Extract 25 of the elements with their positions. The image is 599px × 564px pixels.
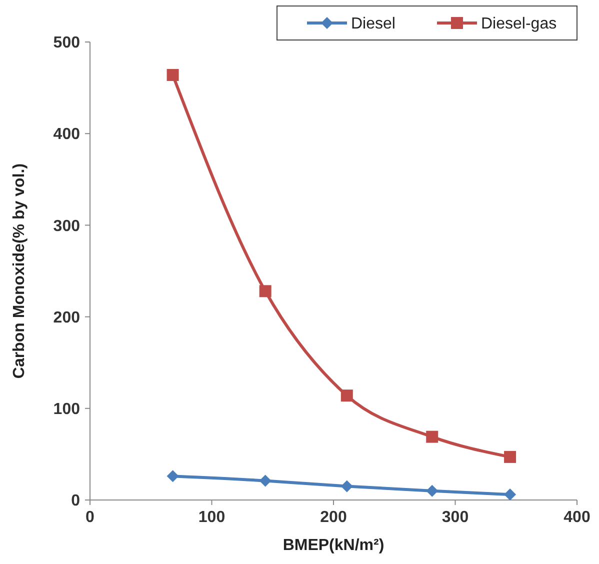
point xyxy=(166,68,179,81)
point xyxy=(340,390,353,402)
point xyxy=(426,484,438,497)
y-tick-label: 300 xyxy=(53,218,80,235)
y-tick-label: 200 xyxy=(53,309,80,326)
point xyxy=(259,474,272,487)
y-axis-title: Carbon Monoxide(% by vol.) xyxy=(11,163,28,379)
x-axis-title: BMEP(kN/m²) xyxy=(282,537,384,554)
point xyxy=(426,430,438,443)
y-tick-label: 0 xyxy=(71,492,80,510)
point xyxy=(166,470,179,482)
y-tick-label: 400 xyxy=(53,126,80,144)
x-tick-label: 400 xyxy=(564,509,590,526)
x-tick-label: 300 xyxy=(442,509,469,526)
y-tick-label: 100 xyxy=(53,401,80,418)
point xyxy=(504,488,516,501)
x-tick-label: 0 xyxy=(86,509,95,526)
point xyxy=(340,480,353,492)
x-tick-label: 200 xyxy=(320,509,347,526)
point xyxy=(504,450,516,463)
legend-label: Diesel xyxy=(351,16,396,33)
point xyxy=(259,285,272,298)
y-tick-label: 500 xyxy=(53,34,80,52)
legend-label: Diesel-gas xyxy=(481,16,557,33)
x-tick-label: 100 xyxy=(198,509,226,526)
